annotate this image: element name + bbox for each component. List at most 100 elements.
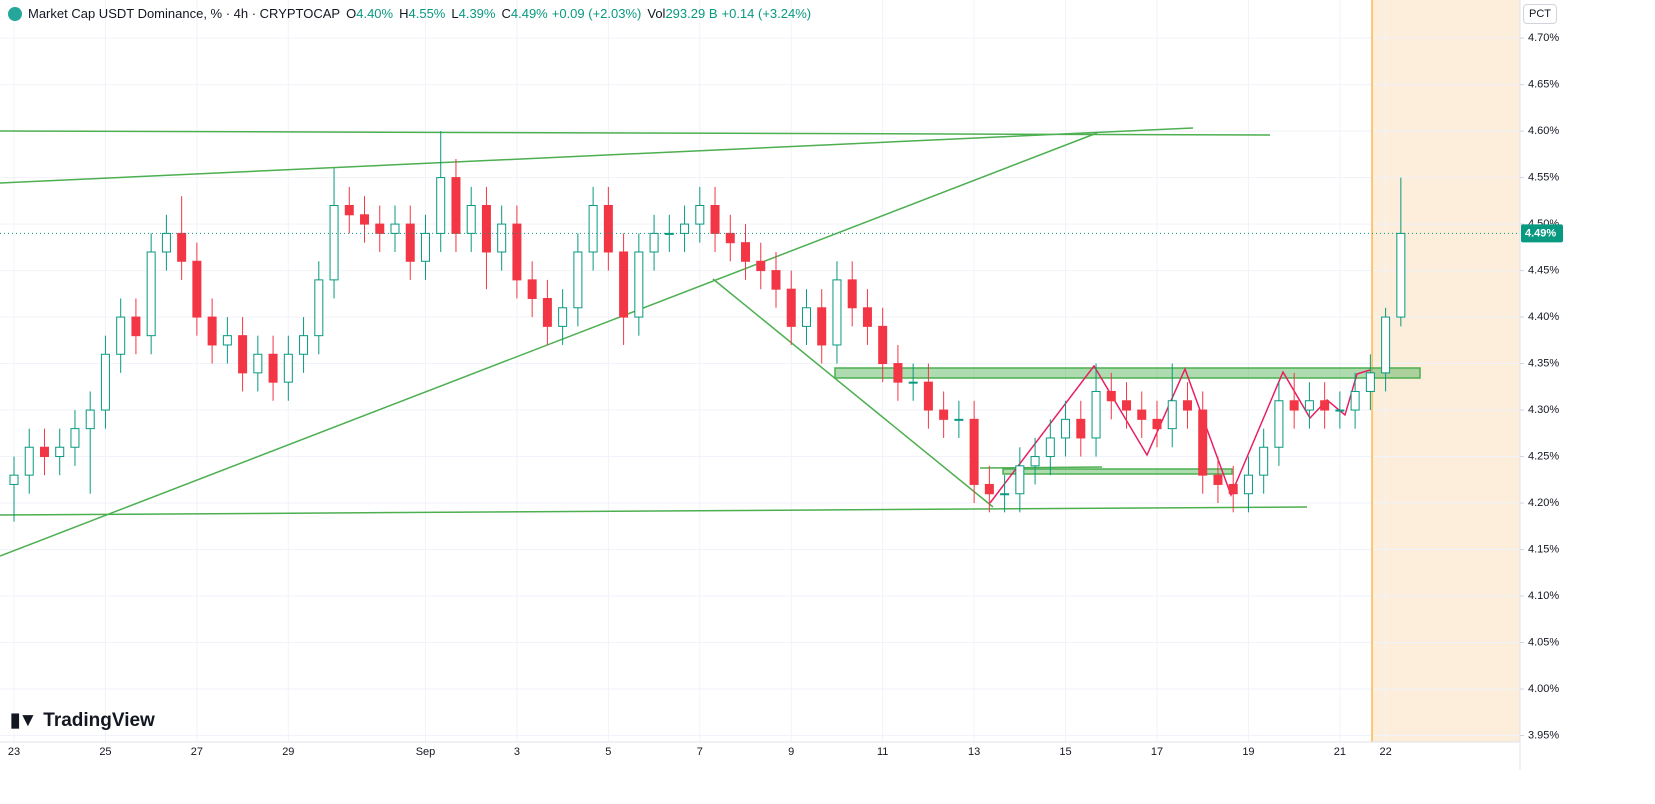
candle-body: [923, 381, 933, 411]
candle-body: [756, 260, 766, 272]
candle-body: [634, 251, 644, 318]
logo-mark: ▮▼: [10, 710, 37, 731]
candle-body: [390, 223, 400, 234]
ohlc-label: C: [501, 6, 511, 21]
candle-body: [329, 204, 339, 281]
candle-body: [1320, 400, 1330, 411]
ohlc-value: 4.49%: [510, 6, 548, 21]
x-tick-label: Sep: [416, 746, 436, 758]
volume: 293.29 B: [665, 6, 718, 21]
candle-body: [497, 223, 507, 253]
x-tick-label: 9: [788, 746, 794, 758]
candle-body: [1076, 418, 1086, 439]
trend-line: [0, 132, 1098, 557]
candle-body: [207, 316, 217, 346]
candle-body: [680, 223, 690, 234]
zone-box: [834, 367, 1421, 379]
x-tick-label: 19: [1242, 746, 1254, 758]
candle-body: [649, 232, 659, 253]
y-tick-label: 4.15%: [1528, 543, 1559, 555]
candle-body: [405, 223, 415, 262]
candle-body: [527, 279, 537, 299]
symbol-icon: [8, 6, 22, 21]
candle-body: [360, 214, 370, 225]
y-tick-label: 4.05%: [1528, 636, 1559, 648]
candle-body: [771, 270, 781, 290]
zone-box: [1002, 468, 1233, 475]
candle-body: [1091, 390, 1101, 439]
legend-header: Market Cap USDT Dominance, % · 4h · CRYP…: [8, 6, 811, 21]
candle-body: [1304, 400, 1314, 411]
candle-body: [893, 363, 903, 383]
candle-body: [100, 353, 110, 411]
candle-body: [1198, 409, 1208, 476]
trend-line: [979, 466, 1103, 469]
last-price-label: 4.49%: [1525, 227, 1556, 239]
candle-body: [741, 242, 751, 262]
candle-body: [1228, 483, 1238, 495]
x-tick-label: 23: [8, 746, 20, 758]
candle-body: [710, 204, 720, 234]
candle-body: [9, 474, 19, 485]
x-tick-label: 13: [968, 746, 980, 758]
candle-body: [1274, 400, 1284, 448]
candle-body: [588, 204, 598, 253]
x-tick-label: 11: [877, 746, 888, 758]
candle-body: [283, 353, 293, 383]
candle-body: [238, 335, 248, 374]
candle-body: [1106, 390, 1116, 402]
candle-body: [695, 204, 705, 225]
y-tick-label: 4.25%: [1528, 450, 1559, 462]
y-tick-label: 4.70%: [1528, 32, 1559, 44]
x-tick-label: 25: [99, 746, 111, 758]
x-tick-label: 5: [605, 746, 611, 758]
candle-body: [512, 223, 522, 281]
candle-body: [878, 325, 888, 365]
ohlc-value: 4.55%: [408, 6, 446, 21]
change: +0.09 (+2.03%): [551, 6, 642, 21]
candle-body: [786, 288, 796, 327]
volume-label: Vol: [647, 6, 666, 21]
y-tick-label: 4.30%: [1528, 404, 1559, 416]
candle-body: [1365, 372, 1375, 392]
candle-body: [725, 232, 735, 244]
candle-body: [1289, 400, 1299, 411]
candle-body: [1122, 400, 1132, 411]
y-tick-label: 4.60%: [1528, 125, 1559, 137]
scale-mode-button[interactable]: PCT: [1523, 4, 1557, 24]
candle-body: [177, 232, 187, 262]
trend-line: [0, 127, 1194, 184]
candle-body: [817, 307, 827, 346]
candle-body: [192, 260, 202, 318]
candle-body: [558, 307, 568, 327]
symbol-title: Market Cap USDT Dominance, % · 4h · CRYP…: [28, 6, 341, 21]
y-tick-label: 4.35%: [1528, 357, 1559, 369]
candle-body: [299, 335, 309, 355]
x-tick-label: 3: [514, 746, 520, 758]
candle-body: [161, 232, 171, 253]
ohlc-label: O: [346, 6, 357, 21]
volume-change: +0.14 (+3.24%): [721, 6, 812, 21]
candle-body: [375, 223, 385, 234]
candle-body: [1396, 232, 1406, 318]
x-tick-label: 17: [1151, 746, 1163, 758]
candle-body: [573, 251, 583, 309]
y-tick-label: 4.45%: [1528, 264, 1559, 276]
candle-body: [314, 279, 324, 337]
y-tick-label: 4.65%: [1528, 79, 1559, 91]
candle-body: [253, 353, 263, 374]
x-tick-label: 7: [697, 746, 703, 758]
candle-body: [1350, 390, 1360, 411]
candle-body: [466, 204, 476, 234]
candle-body: [268, 353, 278, 383]
candle-body: [344, 204, 354, 216]
y-tick-label: 3.95%: [1528, 729, 1559, 741]
candle-body: [1335, 409, 1345, 412]
x-tick-label: 15: [1059, 746, 1071, 758]
brand-name: TradingView: [43, 709, 155, 731]
candle-body: [1137, 409, 1147, 420]
candle-body: [1045, 437, 1055, 458]
candle-body: [603, 204, 613, 253]
ohlc-value: 4.40%: [356, 6, 394, 21]
